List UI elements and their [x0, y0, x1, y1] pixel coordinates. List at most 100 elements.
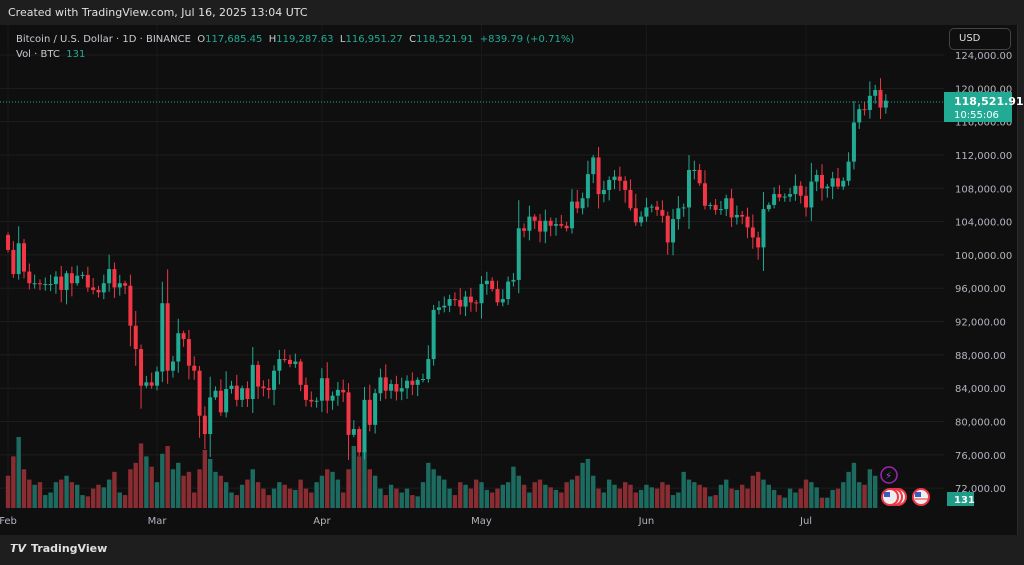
volume-bar [170, 469, 176, 508]
candle-body [181, 333, 186, 340]
candle-body [32, 283, 37, 285]
candle-body [282, 359, 287, 361]
volume-bar [718, 484, 724, 508]
candle-body [857, 109, 862, 123]
volume-bar [617, 488, 623, 508]
candle-body [569, 201, 574, 229]
y-tick-label: 120,000.00 [955, 84, 1012, 95]
candle-body [814, 174, 819, 182]
volume-bar [346, 469, 351, 508]
candle-body [421, 379, 425, 381]
volume-bar [192, 492, 197, 508]
volume-bar [532, 482, 537, 508]
volume-bar [745, 488, 750, 508]
volume-bar [559, 492, 564, 508]
candle-body [160, 303, 165, 372]
candle-body [500, 299, 505, 303]
volume-bar [686, 479, 692, 508]
volume-bar [223, 482, 229, 508]
volume-bar [287, 488, 293, 508]
candle-body [16, 243, 21, 275]
candle-body [250, 364, 255, 400]
volume-bar [569, 479, 575, 508]
volume-bar [399, 492, 404, 508]
candle-body [399, 388, 404, 392]
us-event-flag-icon[interactable] [912, 488, 930, 506]
volume-bar [218, 475, 224, 508]
candle-body [596, 157, 601, 195]
change-value: +839.79 (+0.71%) [479, 34, 575, 45]
volume-bar [633, 492, 638, 508]
volume-bar [351, 446, 357, 508]
volume-bar [697, 484, 702, 508]
candle-body [772, 194, 777, 205]
volume-bar [463, 484, 468, 508]
volume-bar [601, 492, 607, 508]
volume-bar [319, 475, 325, 508]
candle-body [788, 194, 793, 197]
candle-body [346, 392, 351, 435]
us-event-flag-icon[interactable] [881, 488, 907, 506]
volume-bar [676, 492, 681, 508]
candle-body [681, 207, 686, 209]
candle-body [394, 384, 399, 392]
currency-button[interactable]: USD [949, 28, 1011, 50]
candle-body [862, 109, 867, 111]
volume-bar [122, 495, 128, 508]
candle-body [155, 371, 159, 386]
volume-bar [138, 443, 144, 508]
volume-bar [649, 487, 654, 508]
tradingview-brand: TradingView [31, 542, 108, 555]
x-tick-label: May [471, 516, 492, 527]
x-tick-label: Jun [638, 516, 655, 527]
volume-bar [303, 488, 309, 508]
y-tick-label: 100,000.00 [955, 251, 1012, 262]
x-tick-label: Mar [148, 516, 168, 527]
candle-body [303, 384, 308, 400]
volume-bar [521, 484, 527, 508]
candle-body [22, 243, 26, 272]
tradingview-logo[interactable]: 𝙏𝙑 TradingView [10, 542, 107, 555]
volume-bar [11, 456, 16, 508]
volume-bar [734, 489, 740, 508]
volume-bar [144, 456, 149, 508]
candle-body [213, 390, 218, 398]
candle-body [676, 208, 681, 220]
candle-body [405, 380, 410, 389]
candle-body [117, 283, 122, 288]
candle-body [559, 224, 564, 226]
candle-body [761, 209, 766, 248]
volume-bar [596, 488, 601, 508]
candle-body [224, 389, 229, 413]
volume-bar [809, 482, 814, 508]
volume-bar [761, 479, 766, 508]
symbol-title[interactable]: Bitcoin / U.S. Dollar · 1D · BINANCE [16, 34, 191, 45]
candle-body [186, 339, 191, 366]
volume-bar [575, 475, 580, 508]
volume-bar [27, 479, 32, 508]
volume-bar [208, 458, 213, 508]
volume-bar [857, 482, 862, 508]
volume-bar [309, 492, 314, 508]
candle-body [176, 333, 181, 362]
candle-body [644, 207, 649, 217]
candle-body [378, 377, 383, 394]
candle-body [197, 370, 202, 416]
candle-body [734, 214, 739, 218]
candle-body [564, 225, 569, 229]
volume-bar [229, 492, 234, 508]
candle-body [330, 395, 335, 401]
candle-body [846, 161, 851, 181]
volume-bar [37, 482, 43, 508]
candle-body [133, 325, 138, 350]
volume-bar [64, 475, 69, 508]
lightning-event-icon[interactable]: ⚡ [880, 466, 898, 484]
volume-bar [755, 471, 761, 508]
volume-bar [591, 475, 596, 508]
candle-body [745, 216, 750, 228]
y-tick-label: 108,000.00 [955, 184, 1012, 195]
volume-bar [383, 495, 388, 508]
y-tick-label: 88,000.00 [955, 351, 1006, 362]
volume-bar [867, 469, 873, 508]
